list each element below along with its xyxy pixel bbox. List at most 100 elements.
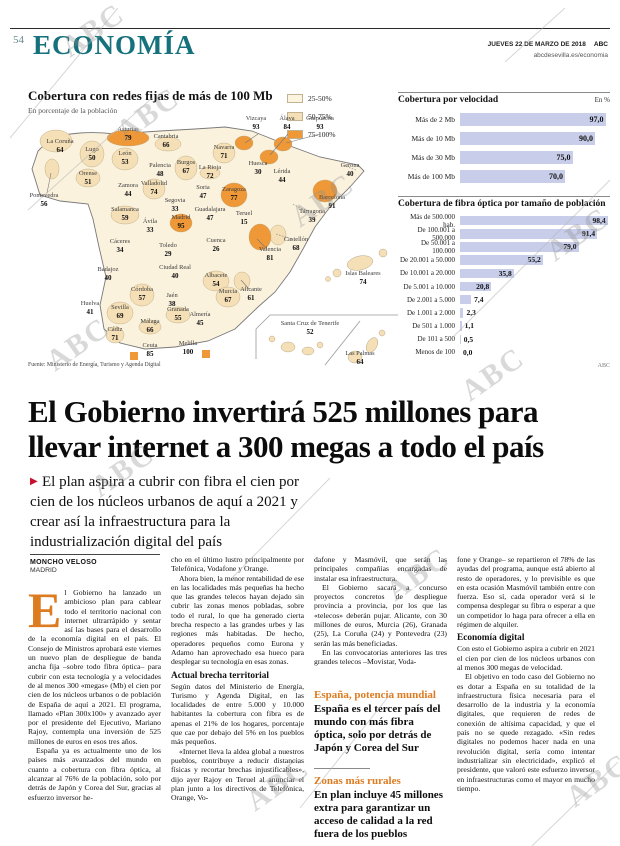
bar-row: De 5.001 a 10.000 20,8 xyxy=(398,280,610,293)
bar-value: 1,1 xyxy=(464,321,475,331)
province-value: 41 xyxy=(87,308,95,316)
body-paragraph: En las convocatorias anteriores las tres… xyxy=(314,647,447,667)
bar-value: 2,3 xyxy=(466,308,476,318)
province-value: 39 xyxy=(309,216,317,224)
province-label: La Coruña xyxy=(46,138,73,145)
province-area xyxy=(106,301,134,325)
province-area xyxy=(165,306,191,324)
bar-track: 70,0 xyxy=(460,170,610,183)
bar-label: De 1.001 a 2.000 xyxy=(406,308,455,317)
bar-track: 7,4 xyxy=(460,294,610,305)
bar-row: Más de 10 Mb 90,0 xyxy=(398,129,610,148)
bar-label: De 10.001 a 20.000 xyxy=(399,269,455,278)
province-label: Guipúzcoa xyxy=(306,115,334,122)
bar-label: De 20.001 a 50.000 xyxy=(399,256,455,265)
province-value: 71 xyxy=(221,152,229,160)
province-label: Cuenca xyxy=(206,237,225,244)
bar-value: 0,5 xyxy=(463,334,474,344)
province-value: 57 xyxy=(139,294,147,302)
province-area xyxy=(202,350,210,358)
legend-label: 75-100% xyxy=(308,130,336,139)
province-label: Burgos xyxy=(177,159,196,166)
legend-swatch xyxy=(287,94,303,103)
province-value: 38 xyxy=(169,300,177,308)
province-value: 72 xyxy=(207,172,215,180)
chart-coverage-by-speed: Cobertura por velocidad En % Más de 2 Mb… xyxy=(398,92,610,186)
province-value: 51 xyxy=(85,178,93,186)
bar-row: Más de 100 Mb 70,0 xyxy=(398,167,610,186)
province-value: 64 xyxy=(57,146,65,154)
bar-row: Menos de 100 0,0 xyxy=(398,346,610,359)
bar-label: De 501 a 1.000 xyxy=(412,322,455,331)
chart-fiber-by-population: Cobertura de fibra óptica por tamaño de … xyxy=(398,196,610,369)
bar-value: 7,4 xyxy=(474,294,484,304)
bar-value: 91,4 xyxy=(581,229,596,239)
bar-track: 79,0 xyxy=(460,242,610,252)
chart-title: Cobertura de fibra óptica por tamaño de … xyxy=(398,199,606,209)
body-column-2: cho en el último lustro principalmente p… xyxy=(171,555,304,846)
body-paragraph: Según datos del Ministerio de Energía, T… xyxy=(171,681,304,747)
body-paragraph: dafone y Masmóvil, que serán las princip… xyxy=(314,555,447,583)
callout-heading-1: España, potencia mundial xyxy=(314,688,436,701)
body-column-3: dafone y Masmóvil, que serán las princip… xyxy=(314,555,447,846)
province-area xyxy=(169,213,193,233)
chart-credit: ABC xyxy=(597,363,610,370)
map-source: Fuente: Ministerio de Energía, Turismo y… xyxy=(28,362,161,368)
province-value: 33 xyxy=(147,226,155,234)
bar-label: Más de 2 Mb xyxy=(415,115,455,124)
callout-heading-2: Zonas más rurales xyxy=(314,774,401,787)
legend-label: 25-50% xyxy=(308,94,332,103)
byline: MONCHO VELOSO MADRID xyxy=(30,554,160,574)
province-label: Alicante xyxy=(240,286,262,293)
bar-track: 0,5 xyxy=(460,334,610,345)
bar-track: 55,2 xyxy=(460,255,610,265)
chart-header: Cobertura de fibra óptica por tamaño de … xyxy=(398,196,610,214)
province-area xyxy=(174,155,198,181)
bar-label: De 2.001 a 5.000 xyxy=(406,295,455,304)
charts-panel: Cobertura por velocidad En % Más de 2 Mb… xyxy=(398,92,610,369)
province-value: 30 xyxy=(255,168,263,176)
brand-logo: ABC xyxy=(593,41,608,48)
province-label: Barcelona xyxy=(319,194,345,201)
bar-label: Más de 500.000 hab. xyxy=(410,212,455,229)
province-value: 52 xyxy=(307,328,315,336)
bar-row: De 2.001 a 5.000 7,4 xyxy=(398,293,610,306)
province-label: Ciudad Real xyxy=(159,264,191,271)
province-value: 68 xyxy=(293,244,301,252)
province-label: Guadalajara xyxy=(195,206,226,213)
bar-label: De 5.001 a 10.000 xyxy=(403,282,455,291)
chart-rows: Más de 2 Mb 97,0 Más de 10 Mb 90,0 Más de 30… xyxy=(398,110,610,186)
bar-value: 98,4 xyxy=(592,215,606,225)
callout-box: España, potencia mundial España es el te… xyxy=(314,689,447,841)
province-label: Zamora xyxy=(118,182,138,189)
province-label: Madrid xyxy=(172,214,192,221)
province-value: 50 xyxy=(89,154,97,162)
province-value: 26 xyxy=(213,245,221,253)
legend-swatch xyxy=(287,112,303,121)
province-value: 59 xyxy=(122,214,130,222)
province-label: Vizcaya xyxy=(246,115,267,122)
bar xyxy=(460,151,573,164)
deck-text: El plan aspira a cubrir con fibra el cie… xyxy=(30,474,299,550)
bar-value: 70,0 xyxy=(549,172,563,181)
callout-divider xyxy=(314,767,370,769)
legend-item: 50-75% xyxy=(287,112,336,121)
bar-label: Más de 10 Mb xyxy=(411,134,455,143)
province-value: 61 xyxy=(248,294,256,302)
canarias-inset xyxy=(255,314,398,366)
province-value: 53 xyxy=(122,158,130,166)
body-paragraph: cho en el último lustro principalmente p… xyxy=(171,555,304,574)
bar-label: Más de 30 Mb xyxy=(411,153,455,162)
province-label: Badajoz xyxy=(98,266,119,273)
province-label: León xyxy=(118,150,132,157)
province-value: 69 xyxy=(117,312,125,320)
province-value: 34 xyxy=(117,246,125,254)
drop-cap: E xyxy=(28,588,62,638)
province-value: 44 xyxy=(125,190,133,198)
province-label: Salamanca xyxy=(111,206,139,213)
map-legend: 25-50% 50-75% 75-100% xyxy=(287,94,336,148)
body-paragraph: El Gobierno sacará a concurso proyectos … xyxy=(314,582,447,648)
province-label: Toledo xyxy=(159,242,177,249)
province-label: Valladolid xyxy=(141,180,168,187)
